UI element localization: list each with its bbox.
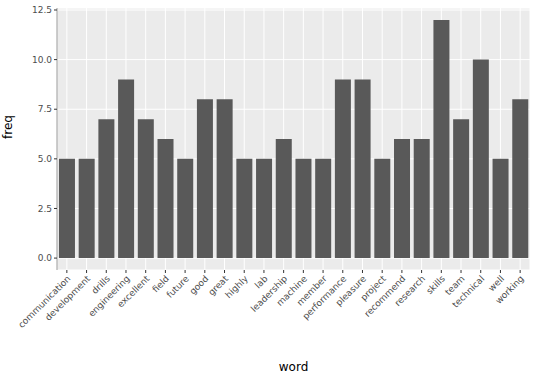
svg-text:member: member [294,273,329,308]
svg-text:research: research [393,274,428,309]
svg-text:performance: performance [300,273,349,322]
svg-text:7.5: 7.5 [38,104,52,114]
svg-text:project: project [358,273,388,303]
svg-text:technical: technical [450,274,486,310]
svg-text:good: good [188,274,211,297]
svg-text:working: working [493,274,525,306]
svg-text:engineering: engineering [86,273,132,319]
svg-text:word: word [279,360,309,374]
svg-text:2.5: 2.5 [38,204,52,214]
svg-text:highly: highly [223,273,250,300]
svg-text:leadership: leadership [248,273,290,314]
svg-text:recommend: recommend [362,273,408,319]
svg-text:great: great [206,273,231,298]
svg-text:team: team [443,273,467,298]
svg-text:0.0: 0.0 [38,253,53,263]
svg-text:lab: lab [252,273,270,291]
svg-text:12.5: 12.5 [32,5,52,15]
svg-text:development: development [43,273,92,322]
svg-text:skills: skills [424,273,447,296]
svg-text:communication: communication [16,273,73,330]
svg-text:machine: machine [274,273,309,308]
svg-text:future: future [164,273,191,300]
svg-text:excellent: excellent [115,273,151,309]
svg-text:drills: drills [89,273,112,296]
svg-text:freq: freq [8,115,15,139]
svg-text:field: field [150,273,172,295]
svg-text:10.0: 10.0 [32,55,52,65]
svg-text:well: well [486,273,507,294]
svg-text:pleasure: pleasure [333,273,369,308]
svg-text:5.0: 5.0 [38,154,53,164]
